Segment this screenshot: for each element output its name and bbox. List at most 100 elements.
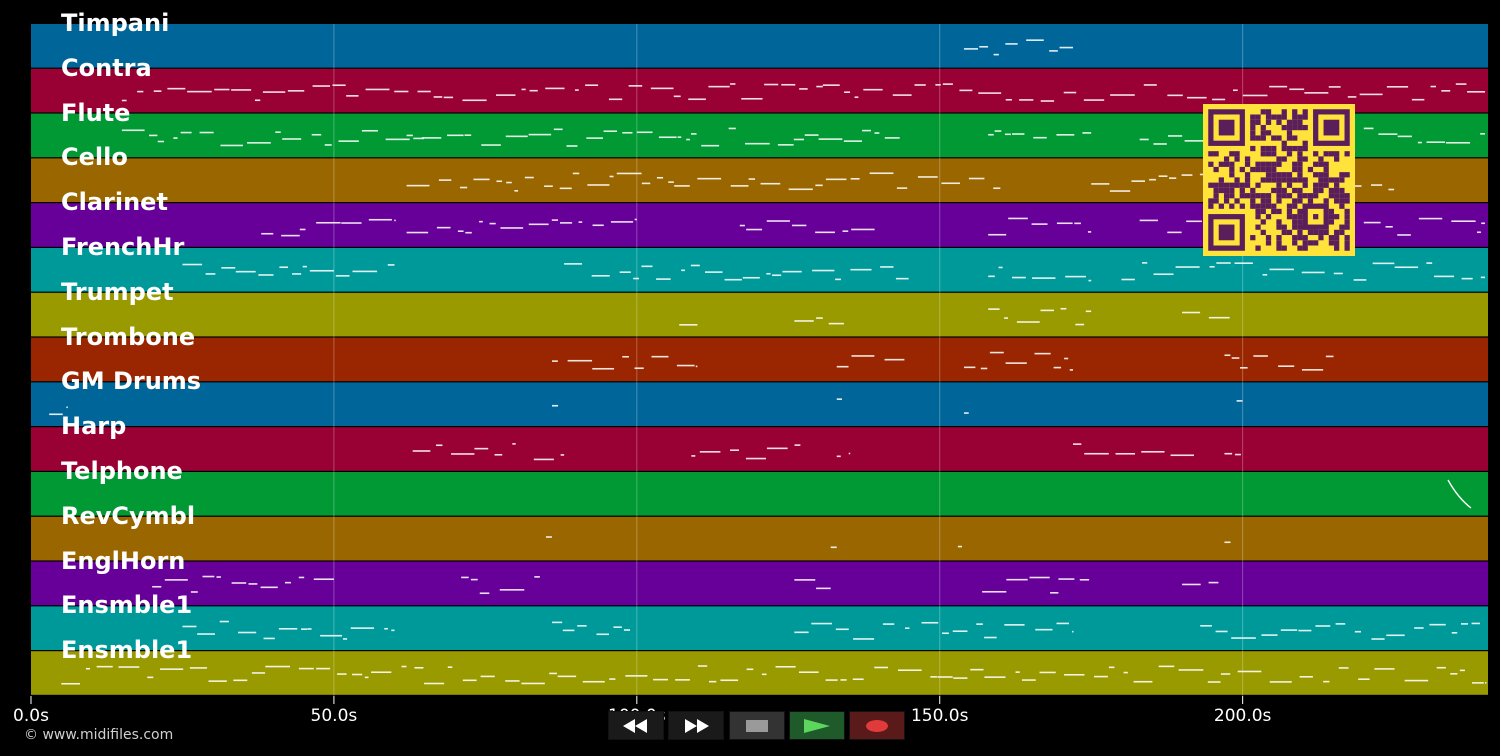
note <box>984 676 1006 678</box>
note <box>1484 682 1487 684</box>
lane-11[interactable] <box>31 516 1488 561</box>
note <box>262 91 286 93</box>
qr-module <box>1286 172 1293 178</box>
qr-module <box>1313 193 1319 199</box>
stop-button[interactable] <box>729 711 785 740</box>
qr-module <box>1276 114 1282 120</box>
qr-module <box>1255 203 1261 209</box>
lane-6[interactable] <box>31 292 1488 337</box>
note <box>708 680 717 683</box>
note <box>1237 670 1262 673</box>
qr-module <box>1255 245 1261 251</box>
qr-module <box>1292 240 1298 246</box>
fast-forward-button[interactable] <box>668 711 724 740</box>
qr-module <box>1334 151 1340 157</box>
note <box>746 228 763 231</box>
note <box>1328 86 1341 88</box>
note <box>265 665 291 668</box>
lane-12[interactable] <box>31 561 1488 606</box>
lane-9[interactable] <box>31 427 1488 471</box>
qr-module <box>1250 187 1256 194</box>
lane-0[interactable] <box>31 24 1488 68</box>
qr-module <box>1297 214 1303 220</box>
qr-module <box>1286 182 1293 188</box>
note <box>1032 277 1056 279</box>
lane-13[interactable] <box>31 606 1488 650</box>
note <box>988 233 1007 236</box>
qr-module <box>1255 114 1261 120</box>
note <box>1411 98 1425 101</box>
lane-8[interactable] <box>31 382 1488 426</box>
note <box>1371 638 1385 640</box>
note <box>1418 217 1443 220</box>
note <box>1167 94 1183 97</box>
note <box>730 83 736 85</box>
note <box>447 134 464 137</box>
note <box>1167 231 1182 234</box>
qr-module <box>1265 161 1272 167</box>
qr-module <box>1339 198 1345 204</box>
play-button[interactable] <box>789 711 845 740</box>
note <box>1325 355 1334 358</box>
qr-module <box>1302 235 1308 241</box>
note <box>1386 86 1409 88</box>
note <box>1015 671 1020 673</box>
qr-module <box>1302 245 1308 251</box>
note <box>496 180 503 183</box>
lane-label: Clarinet <box>61 188 168 217</box>
qr-module <box>1339 187 1345 194</box>
qr-module <box>1339 229 1345 236</box>
qr-module <box>1313 172 1319 178</box>
note <box>1170 454 1194 457</box>
qr-module <box>1260 193 1266 199</box>
note <box>1056 222 1073 225</box>
note <box>668 181 674 183</box>
note <box>521 88 526 91</box>
note <box>1084 452 1109 455</box>
note <box>697 665 708 667</box>
qr-module <box>1271 114 1277 120</box>
qr-module <box>1244 172 1251 178</box>
qr-module <box>1271 145 1277 152</box>
note <box>421 137 442 139</box>
lane-7[interactable] <box>31 337 1488 382</box>
note <box>282 138 302 140</box>
qr-module <box>1250 135 1256 141</box>
note <box>1397 135 1412 138</box>
note <box>978 92 1002 94</box>
lane-10[interactable] <box>31 472 1488 516</box>
lane-14[interactable] <box>31 651 1488 695</box>
record-button[interactable] <box>849 711 905 740</box>
note <box>214 88 230 91</box>
qr-module <box>1323 166 1329 173</box>
note <box>1430 85 1436 88</box>
note <box>686 138 690 141</box>
qr-module <box>1323 177 1329 183</box>
note <box>220 144 243 147</box>
qr-module <box>1255 193 1261 199</box>
note <box>1374 668 1395 670</box>
note <box>968 177 985 180</box>
qr-module <box>1318 187 1324 194</box>
note <box>1481 222 1485 225</box>
note <box>260 586 278 589</box>
rewind-button[interactable] <box>608 711 664 740</box>
qr-module <box>1213 166 1219 173</box>
note <box>836 365 849 368</box>
qr-module <box>1292 187 1298 194</box>
note <box>1158 175 1168 177</box>
note <box>528 133 552 136</box>
qr-module <box>1276 135 1282 141</box>
note <box>794 579 816 581</box>
note <box>352 673 363 676</box>
qr-module <box>1302 114 1308 120</box>
qr-module <box>1276 245 1282 251</box>
note <box>552 404 559 407</box>
note <box>560 454 565 456</box>
note <box>414 666 424 669</box>
qr-module <box>1229 161 1235 167</box>
note <box>1087 231 1092 233</box>
qr-module <box>1302 156 1308 162</box>
note <box>1417 141 1422 144</box>
qr-module <box>1276 172 1282 178</box>
